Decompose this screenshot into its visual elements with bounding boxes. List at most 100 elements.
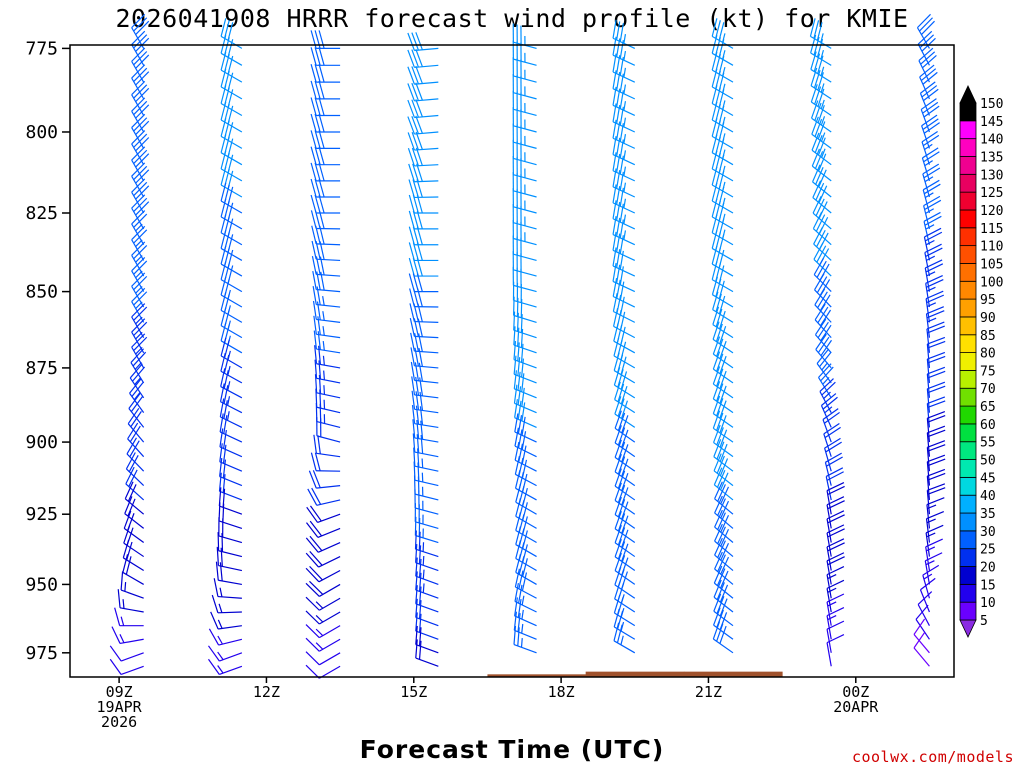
wind-barb bbox=[826, 607, 845, 640]
barb-flag bbox=[318, 113, 325, 133]
barb-staff bbox=[917, 43, 930, 66]
barb-flag bbox=[114, 607, 121, 626]
barb-flag bbox=[614, 552, 622, 571]
barb-flag bbox=[411, 405, 416, 424]
barb-flag bbox=[129, 440, 140, 458]
wind-barb bbox=[925, 510, 945, 543]
wind-barb bbox=[612, 19, 636, 49]
barb-flag bbox=[711, 150, 718, 170]
colorbar-label: 45 bbox=[980, 471, 996, 486]
barb-half-flag bbox=[926, 255, 936, 261]
barb-flag bbox=[826, 538, 845, 548]
wind-barb bbox=[131, 318, 148, 354]
barb-flag bbox=[713, 439, 722, 457]
wind-barb bbox=[310, 80, 341, 100]
barb-half-flag bbox=[322, 296, 325, 306]
barb-staff bbox=[915, 619, 930, 640]
barb-flag bbox=[220, 276, 227, 296]
wind-barb bbox=[307, 487, 341, 506]
barb-flag bbox=[310, 146, 317, 165]
barb-half-flag bbox=[120, 616, 125, 626]
wind-barb bbox=[305, 550, 341, 568]
wind-barb bbox=[515, 483, 537, 515]
colorbar-label: 130 bbox=[980, 168, 1003, 183]
barb-flag bbox=[619, 266, 624, 285]
barb-flag bbox=[312, 286, 317, 305]
barb-flag bbox=[312, 470, 321, 488]
wind-barb bbox=[415, 585, 439, 613]
barb-flag bbox=[316, 286, 321, 306]
x-tick-label: 12Z bbox=[253, 683, 280, 701]
barb-flag bbox=[124, 481, 134, 500]
wind-barb bbox=[312, 271, 341, 293]
barb-half-flag bbox=[135, 255, 143, 263]
barb-flag bbox=[921, 114, 938, 127]
barb-flag bbox=[415, 115, 423, 134]
colorbar-cell bbox=[959, 316, 977, 336]
barb-flag bbox=[517, 429, 523, 449]
wind-barb bbox=[512, 23, 537, 49]
barb-flag bbox=[716, 383, 724, 402]
barb-flag bbox=[120, 571, 124, 591]
barb-flag bbox=[711, 261, 718, 280]
barb-flag bbox=[925, 231, 943, 242]
wind-barb bbox=[714, 551, 734, 585]
barb-flag bbox=[616, 264, 621, 284]
barb-flag bbox=[133, 229, 148, 244]
barb-flag bbox=[131, 146, 146, 161]
barb-flag bbox=[408, 273, 415, 292]
colorbar-cell bbox=[959, 566, 977, 585]
barb-flag bbox=[927, 483, 946, 491]
barb-flag bbox=[922, 147, 939, 159]
colorbar-cell bbox=[959, 298, 977, 318]
barb-flag bbox=[131, 64, 146, 79]
barb-flag bbox=[319, 241, 325, 260]
wind-barb bbox=[714, 509, 734, 543]
colorbar-cell bbox=[959, 530, 977, 550]
barb-half-flag bbox=[926, 302, 937, 308]
wind-barb bbox=[407, 82, 439, 102]
barb-staff bbox=[826, 642, 832, 667]
barb-flag bbox=[825, 441, 842, 453]
barb-flag bbox=[318, 130, 325, 149]
barb-flag bbox=[814, 318, 827, 336]
wind-barb bbox=[111, 626, 144, 645]
barb-flag bbox=[612, 70, 617, 89]
barb-flag bbox=[613, 367, 621, 386]
wind-barb bbox=[614, 468, 636, 501]
wind-barb bbox=[926, 440, 946, 472]
barb-flag bbox=[716, 596, 725, 614]
wind-barb bbox=[921, 147, 940, 182]
barb-flag bbox=[312, 271, 317, 290]
barb-flag bbox=[310, 194, 317, 214]
barb-flag bbox=[520, 314, 523, 333]
wind-barb bbox=[512, 281, 537, 308]
wind-barb bbox=[713, 579, 734, 613]
barb-flag bbox=[716, 412, 724, 431]
barb-flag bbox=[310, 63, 317, 83]
barb-staff bbox=[414, 437, 439, 443]
barb-flag bbox=[614, 510, 622, 529]
x-tick-label: 18Z bbox=[548, 683, 575, 701]
colorbar-label: 140 bbox=[980, 133, 1003, 148]
barb-flag bbox=[921, 131, 938, 143]
wind-barb bbox=[926, 351, 946, 383]
barb-flag bbox=[310, 178, 317, 198]
barb-flag bbox=[133, 84, 148, 99]
barb-flag bbox=[616, 38, 621, 57]
barb-flag bbox=[621, 543, 629, 562]
wind-barb bbox=[814, 303, 832, 339]
barb-flag bbox=[715, 278, 722, 297]
wind-barb bbox=[314, 374, 341, 399]
barb-flag bbox=[415, 147, 423, 166]
barb-flag bbox=[711, 166, 718, 186]
wind-barb bbox=[413, 447, 439, 472]
wind-barb bbox=[310, 113, 341, 133]
wind-barb bbox=[408, 257, 439, 277]
barb-flag bbox=[712, 410, 721, 429]
wind-barb bbox=[315, 388, 341, 414]
y-axis: 775 800 825 850 875 900 925 950 975 bbox=[25, 38, 70, 664]
barb-flag bbox=[922, 101, 939, 114]
wind-barb bbox=[612, 168, 636, 198]
